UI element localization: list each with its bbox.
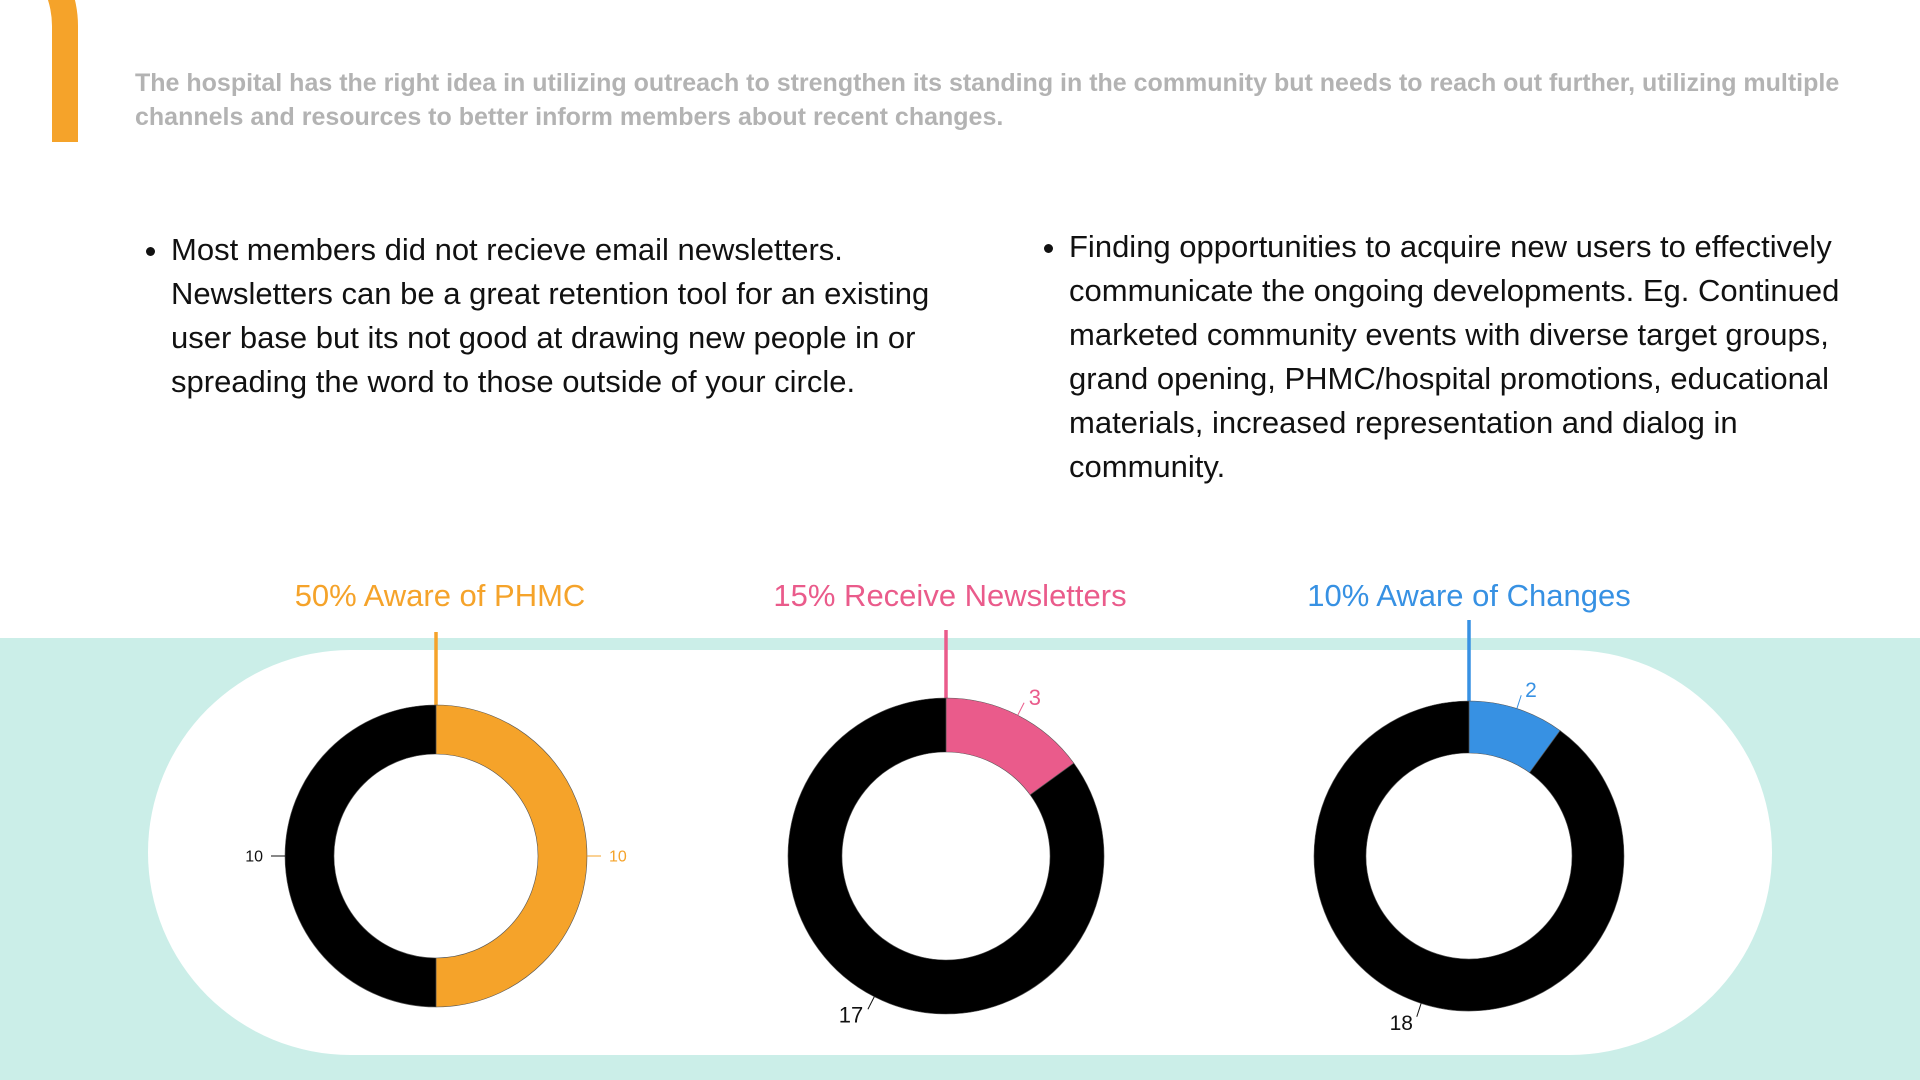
slice-label-leader (1416, 1003, 1422, 1017)
donut-slice-aware (435, 704, 588, 1008)
donut-chart-1: 10 10 (245, 632, 627, 1008)
chart-title-aware-changes: 10% Aware of Changes (1307, 578, 1631, 613)
intro-text: The hospital has the right idea in utili… (135, 69, 1840, 131)
slice-value-label: 10 (245, 849, 263, 866)
donut-slice-not-aware (284, 704, 437, 1008)
slice-value-label: 2 (1525, 679, 1537, 702)
slice-value-label: 10 (609, 849, 627, 866)
bullet-item: Finding opportunities to acquire new use… (1069, 225, 1869, 489)
chart-title-receive-newsletters: 15% Receive Newsletters (773, 578, 1127, 613)
slice-label-leader (867, 996, 875, 1010)
slice-label-leader (1017, 702, 1025, 716)
corner-arc-decoration (47, 0, 78, 142)
slice-value-label: 17 (839, 1002, 863, 1027)
donut-chart-2: 3 17 (787, 630, 1105, 1027)
slice-label-leader (1516, 695, 1522, 709)
donut-slice-do-not-receive (787, 697, 1105, 1015)
donut-slice-not-aware (1313, 700, 1625, 1012)
bullet-list-right: Finding opportunities to acquire new use… (1033, 225, 1869, 489)
bullet-item: Most members did not recieve email newsl… (171, 228, 951, 404)
donut-chart-3: 2 18 (1313, 620, 1625, 1035)
slice-value-label: 18 (1390, 1012, 1413, 1035)
chart-title-aware-phmc: 50% Aware of PHMC (294, 578, 586, 613)
slice-value-label: 3 (1029, 685, 1041, 710)
bullet-list-left: Most members did not recieve email newsl… (135, 228, 951, 404)
